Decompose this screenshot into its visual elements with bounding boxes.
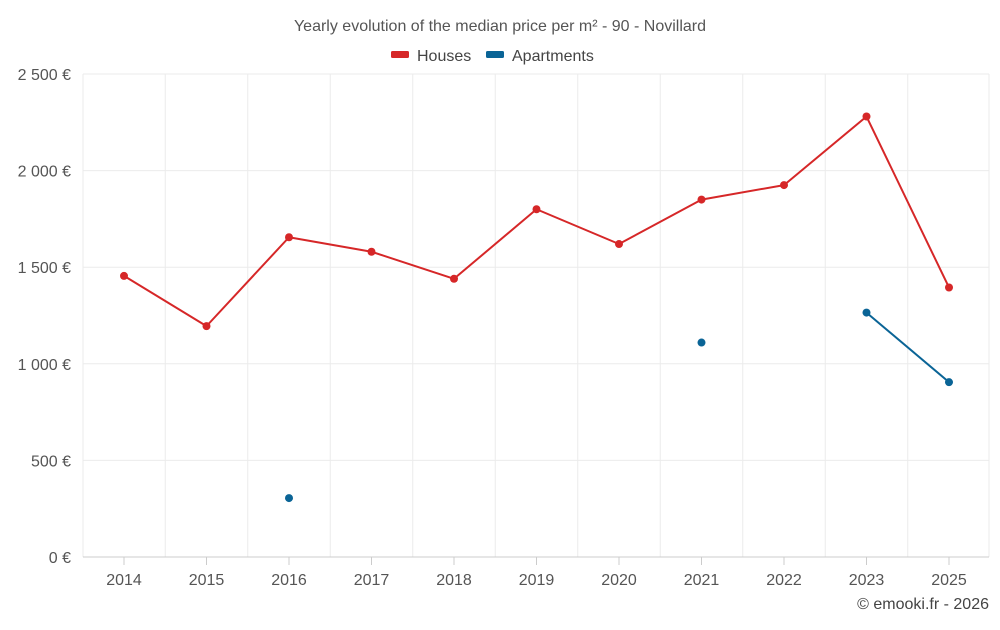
x-tick-label: 2023: [849, 572, 885, 589]
data-point-houses[interactable]: [120, 271, 128, 280]
y-tick-label: 2 500 €: [18, 67, 71, 84]
y-tick-label: 0 €: [49, 550, 71, 567]
legend-swatch-houses: [391, 51, 409, 58]
legend-swatch-apartments: [486, 51, 504, 58]
chart-title: Yearly evolution of the median price per…: [294, 18, 706, 35]
x-axis: 2014 2015 2016 2017 2018 2019 2020 2021 2022 2023…: [83, 556, 989, 589]
grid: [82, 73, 990, 557]
x-tick-label: 2022: [766, 572, 802, 589]
x-tick-label: 2020: [601, 572, 637, 589]
data-point-houses[interactable]: [285, 233, 293, 242]
data-point-houses[interactable]: [450, 274, 458, 283]
y-axis: 0 € 500 € 1 000 € 1 500 € 2 000 € 2 500 €: [18, 67, 71, 567]
y-tick-label: 2 000 €: [18, 164, 71, 181]
x-tick-label: 2018: [436, 572, 472, 589]
data-point-houses[interactable]: [367, 247, 376, 256]
data-point-houses[interactable]: [532, 205, 541, 214]
x-tick-label: 2019: [519, 572, 555, 589]
data-point-houses[interactable]: [780, 181, 788, 190]
credit-label: © emooki.fr - 2026: [857, 596, 989, 613]
legend-label-apartments: Apartments: [512, 48, 594, 65]
data-point-houses[interactable]: [202, 322, 211, 331]
x-tick-label: 2021: [684, 572, 720, 589]
y-tick-label: 1 500 €: [18, 260, 71, 277]
data-point-houses[interactable]: [697, 195, 706, 204]
data-point-apartments[interactable]: [945, 378, 953, 387]
series-group: [120, 112, 953, 503]
legend-label-houses: Houses: [417, 48, 471, 65]
x-tick-label: 2025: [931, 572, 967, 589]
data-point-houses[interactable]: [945, 283, 953, 292]
x-tick-label: 2015: [189, 572, 225, 589]
x-tick-label: 2014: [106, 572, 142, 589]
x-tick-label: 2016: [271, 572, 307, 589]
legend: Houses Apartments: [391, 48, 594, 65]
data-point-houses[interactable]: [862, 112, 871, 121]
y-tick-label: 500 €: [31, 453, 71, 470]
legend-item-apartments[interactable]: Apartments: [486, 48, 594, 65]
data-point-houses[interactable]: [615, 240, 623, 249]
data-point-apartments[interactable]: [697, 338, 706, 347]
y-tick-label: 1 000 €: [18, 357, 71, 374]
series-line-apartments: [865, 311, 950, 383]
data-point-apartments[interactable]: [285, 494, 293, 503]
data-point-apartments[interactable]: [862, 308, 871, 317]
x-tick-label: 2017: [354, 572, 390, 589]
legend-item-houses[interactable]: Houses: [391, 48, 471, 65]
